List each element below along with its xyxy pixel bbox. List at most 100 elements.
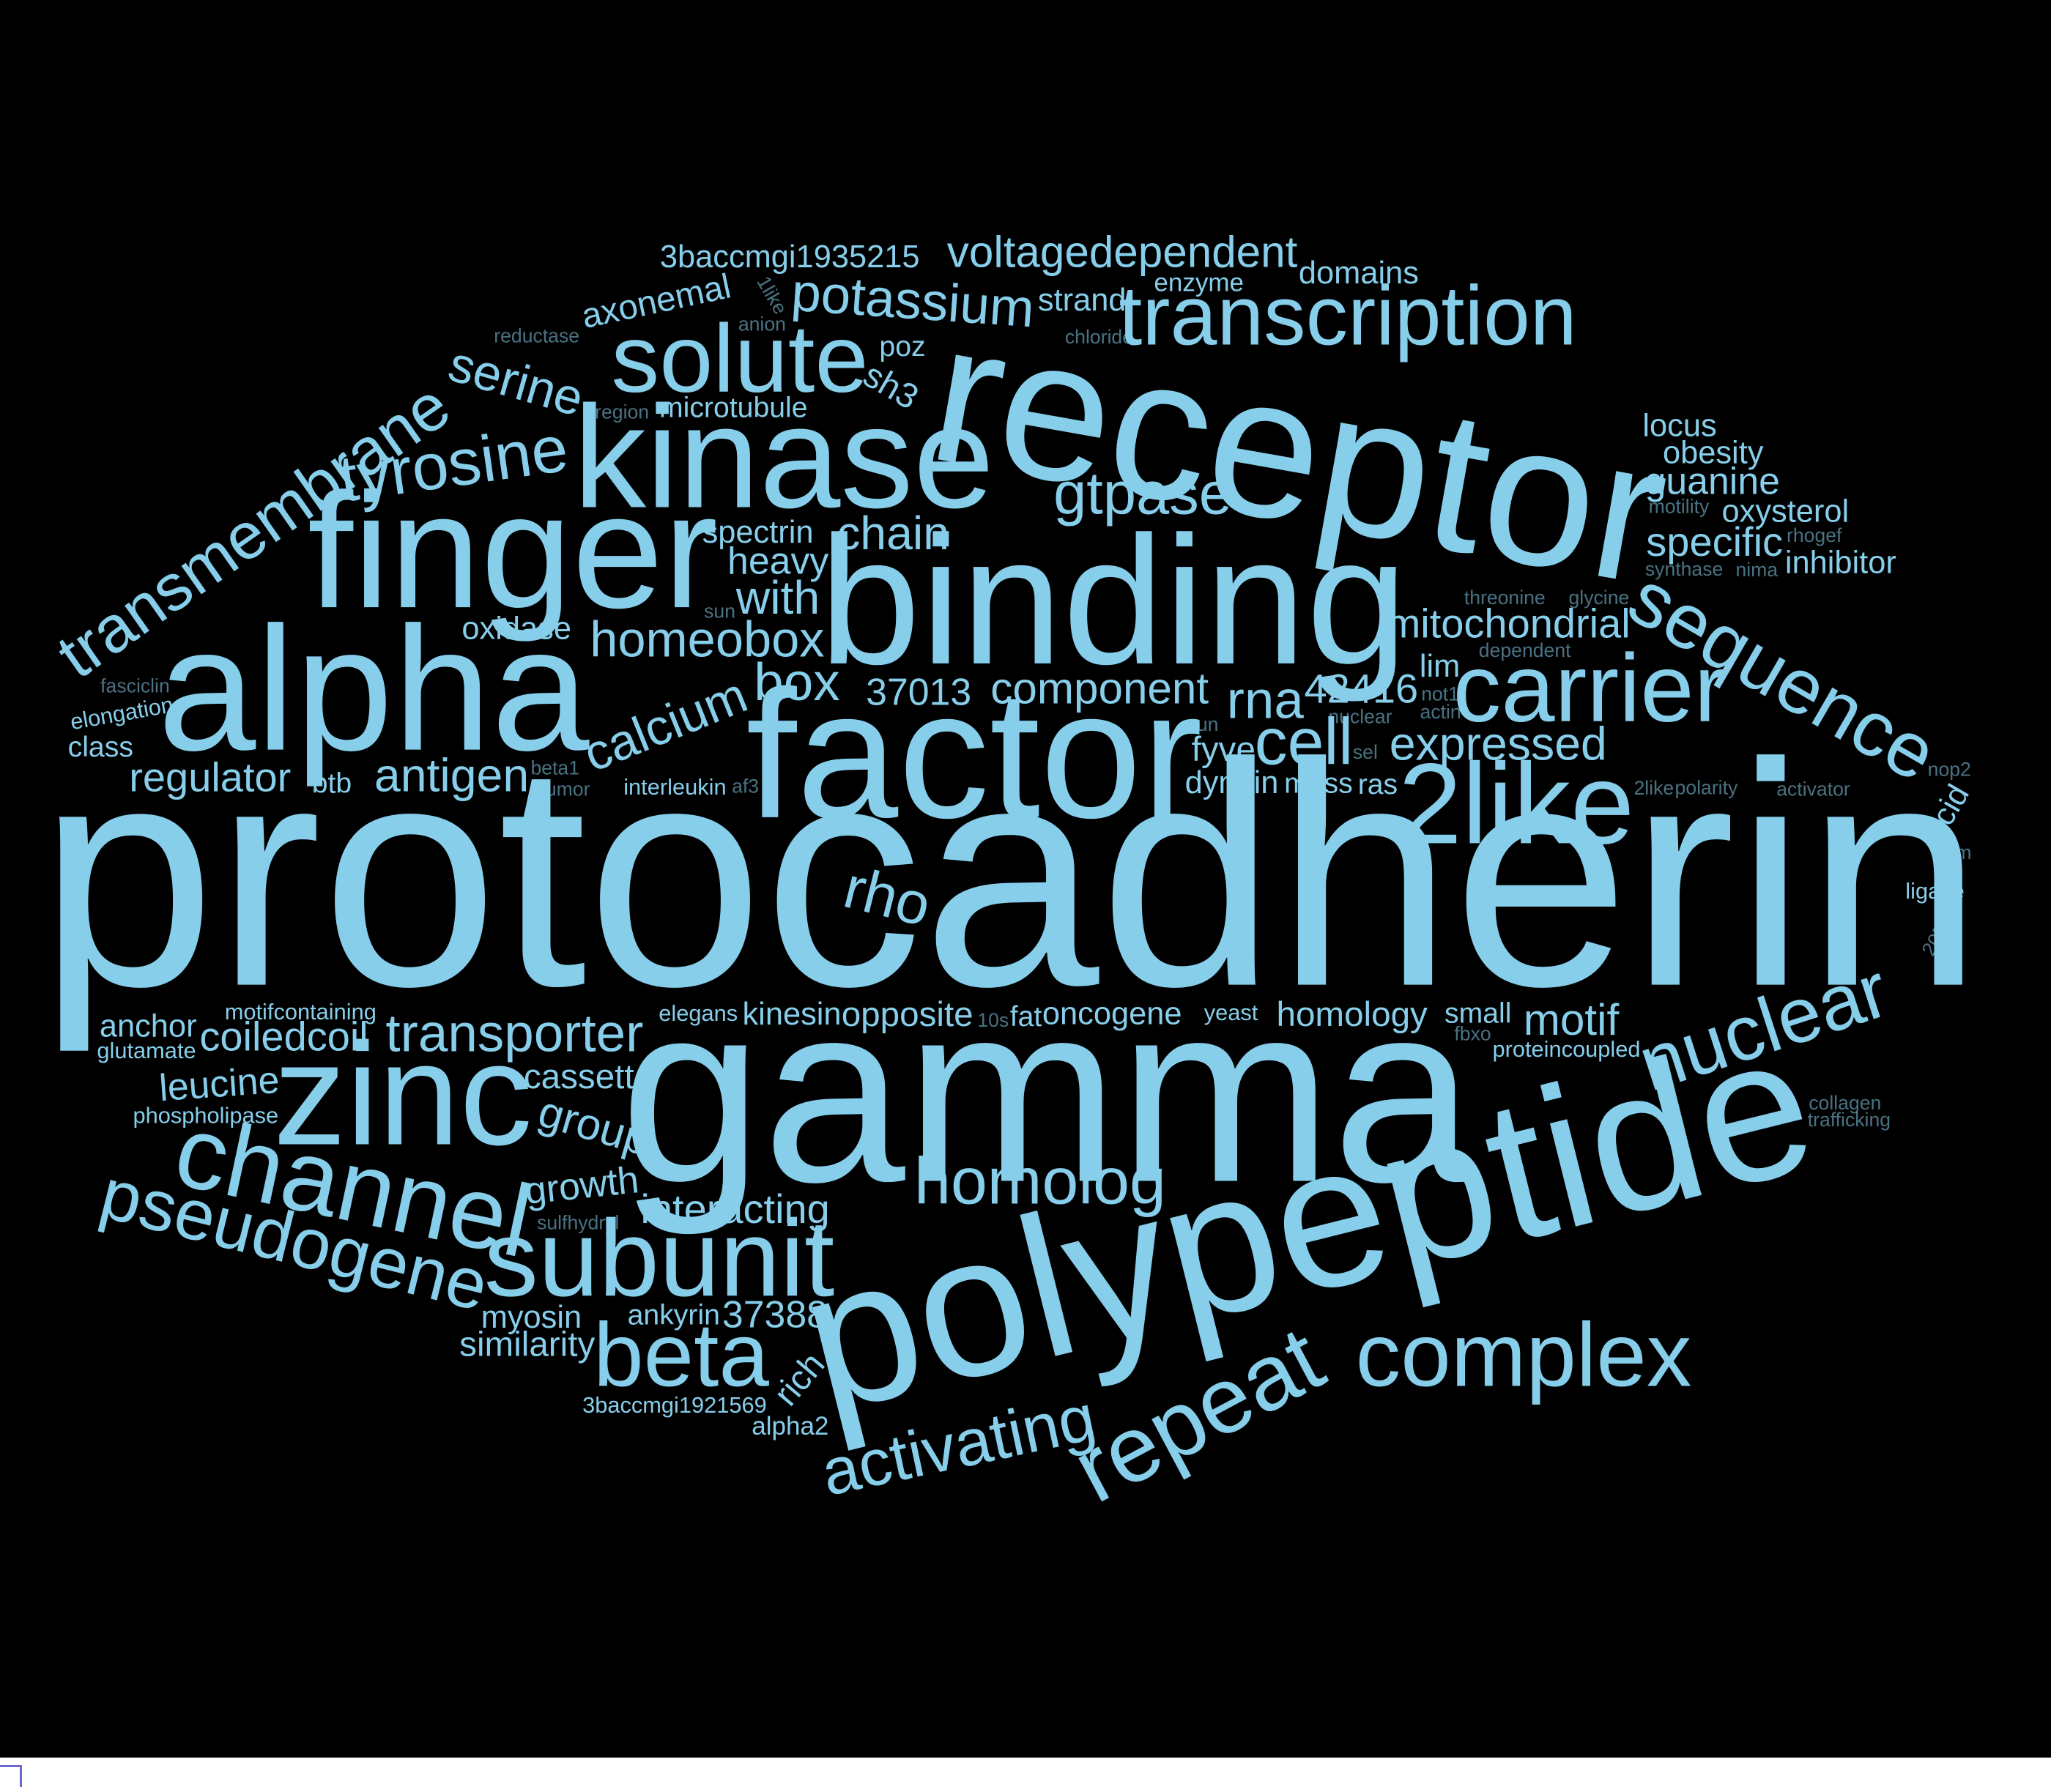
cloud-word: leucine [157, 1058, 281, 1109]
cloud-word: similarity [459, 1326, 595, 1364]
cloud-word: fat [1010, 1001, 1042, 1033]
cloud-word: specific [1646, 518, 1783, 565]
cloud-word: chloride [1065, 326, 1133, 348]
cloud-word: motility [1649, 496, 1710, 518]
cloud-word: dependent [1479, 639, 1571, 661]
cloud-word: elegans [659, 1000, 738, 1026]
cloud-word: cassette [524, 1057, 653, 1096]
cloud-word: sel [1353, 741, 1378, 763]
cloud-word: domains [1299, 256, 1419, 291]
cloud-word: btb [312, 767, 352, 799]
cloud-word: gtpase [1053, 461, 1232, 527]
cloud-word: serine [442, 335, 590, 428]
cloud-word: homeobox [590, 611, 824, 667]
cloud-word: rhogef [1787, 524, 1842, 546]
cloud-word: 37388 [722, 1293, 828, 1336]
cloud-word: run [1190, 713, 1218, 735]
cloud-word: complex [1356, 1305, 1692, 1406]
cloud-word: motifcontaining [225, 999, 377, 1025]
cloud-word: with [735, 571, 820, 624]
cloud-word: 2like [1633, 777, 1674, 799]
cloud-word: poz [879, 331, 925, 363]
cloud-word: zinc [273, 1014, 533, 1176]
cloud-word: small [1444, 998, 1511, 1030]
cloud-word: not1 [1421, 683, 1459, 705]
cloud-word: finger [308, 459, 718, 642]
cloud-word: nuclear [1328, 705, 1392, 727]
cloud-word: binding [819, 498, 1408, 702]
cloud-word: box [754, 653, 839, 712]
cloud-word: glutamate [97, 1038, 196, 1063]
cloud-word: cell [1255, 705, 1353, 778]
cloud-word: synthase [1645, 558, 1723, 580]
cloud-word: farm [1932, 841, 1971, 863]
cloud-word: yeast [1204, 1000, 1258, 1025]
cloud-word: solute [611, 305, 868, 412]
cloud-word: chain [837, 507, 949, 559]
cloud-word: mass [1284, 768, 1353, 800]
cloud-word: obesity [1663, 435, 1764, 470]
cloud-word: dynein [1185, 765, 1279, 800]
cloud-word: antigen [374, 749, 529, 802]
cloud-word: beta1 [530, 756, 579, 778]
cloud-word: kinesin [742, 997, 841, 1032]
cloud-word: carrier [1453, 634, 1727, 742]
cloud-word: inhibitor [1785, 545, 1896, 580]
cloud-word: collagen [1809, 1092, 1881, 1114]
cloud-word: alpha2 [752, 1412, 828, 1440]
cloud-word: anchor [100, 1008, 197, 1044]
cloud-word: fasciclin [100, 674, 170, 696]
cloud-word: af3 [732, 775, 759, 797]
cloud-word: 3baccmgi1921569 [582, 1392, 767, 1418]
cloud-word: region [595, 401, 649, 423]
cloud-word: 10s [977, 1009, 1009, 1031]
cloud-word: regulator [129, 754, 291, 800]
cloud-word: expressed [1390, 717, 1607, 770]
cloud-word: rna [1227, 670, 1305, 729]
cloud-word: transporter [385, 1004, 643, 1063]
cloud-word: kinase [574, 376, 995, 539]
cloud-word: transcription [1119, 269, 1576, 363]
cloud-word: proteincoupled [1492, 1036, 1640, 1062]
cloud-word: phospholipase [133, 1103, 278, 1129]
cloud-word: fbxo [1454, 1022, 1491, 1044]
cloud-word: trafficking [1808, 1109, 1891, 1131]
cloud-word: sulfhydryl [537, 1211, 619, 1233]
cloud-word: interacting [640, 1186, 829, 1232]
cloud-word: protocadherin [39, 697, 1983, 1055]
cloud-word: factor [746, 652, 1202, 856]
cloud-word: voltagedependent [947, 228, 1298, 277]
cloud-word: strand [1038, 283, 1127, 318]
cloud-word: oxysterol [1722, 494, 1850, 529]
cloud-word: interleukin [623, 774, 726, 800]
cloud-word: enzyme [1154, 269, 1244, 297]
cloud-word: mitochondrial [1387, 600, 1631, 646]
cloud-word: ankyrin [628, 1300, 720, 1331]
corner-frame-mark [0, 1765, 22, 1787]
cloud-word: guanine [1645, 459, 1780, 502]
cloud-word: homology [1276, 995, 1428, 1034]
cloud-word: myosin [481, 1300, 582, 1335]
cloud-word: oncogene [1042, 996, 1182, 1031]
cloud-word: 3baccmgi1935215 [660, 239, 920, 275]
cloud-word: motif [1524, 995, 1620, 1044]
cloud-word: activator [1776, 778, 1850, 800]
cloud-word: lim [1420, 649, 1460, 684]
cloud-word: locus [1642, 409, 1716, 444]
cloud-word: 2like [1398, 740, 1634, 868]
cloud-word: ras [1358, 769, 1398, 800]
cloud-word: reductase [494, 325, 579, 347]
cloud-word: class [68, 732, 133, 763]
cloud-word: nop2 [1928, 758, 1971, 780]
cloud-word: oxidase [461, 611, 571, 646]
cloud-word: sun [704, 600, 735, 622]
cloud-word: polarity [1675, 776, 1738, 798]
cloud-word: alpha [157, 591, 589, 788]
cloud-word: coiledcoil [199, 1014, 368, 1060]
cloud-word: 37013 [866, 671, 971, 713]
cloud-word: gamma [620, 949, 1476, 1237]
cloud-word: fyve [1192, 730, 1256, 769]
cloud-word: spectrin [702, 515, 814, 550]
cloud-word: tumor [540, 778, 590, 800]
